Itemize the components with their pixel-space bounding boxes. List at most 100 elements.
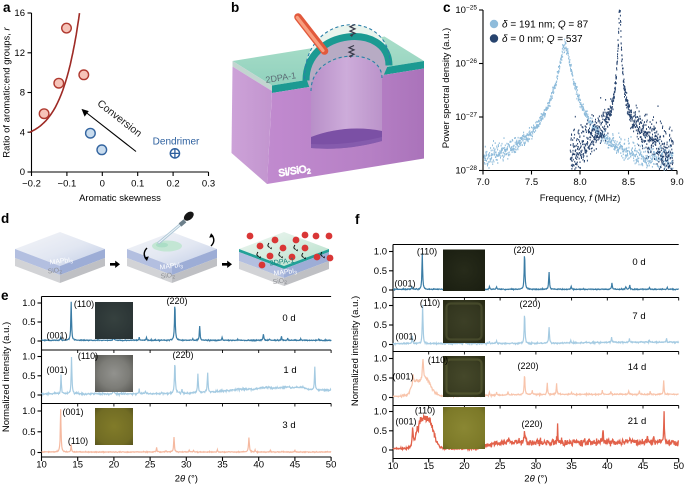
svg-text:0: 0 [30,336,35,347]
svg-text:(110): (110) [420,298,440,308]
svg-text:SiO2: SiO2 [160,272,175,282]
svg-text:0.5: 0.5 [374,426,387,437]
svg-text:1.0: 1.0 [22,352,35,363]
svg-text:(220): (220) [513,245,534,255]
svg-text:30: 30 [181,460,192,471]
svg-text:0.5: 0.5 [22,317,35,328]
svg-text:0.5: 0.5 [22,371,35,382]
svg-text:21 d: 21 d [628,416,647,427]
svg-text:δ = 0 nm; Q = 537: δ = 0 nm; Q = 537 [502,34,583,45]
svg-text:(001): (001) [46,331,67,341]
svg-text:Ratio of aromatic:end groups,: Ratio of aromatic:end groups, r [2,26,13,157]
svg-text:1 d: 1 d [283,365,296,376]
svg-text:0.2: 0.2 [166,179,179,190]
svg-text:1.0: 1.0 [374,247,387,258]
svg-text:(220): (220) [517,361,538,371]
svg-text:1.0: 1.0 [374,407,387,418]
svg-text:1.0: 1.0 [374,301,387,312]
svg-text:2DPA-1: 2DPA-1 [269,256,295,268]
svg-text:(001): (001) [395,332,416,342]
svg-text:10−26: 10−26 [455,58,477,70]
svg-text:35: 35 [566,461,577,472]
svg-text:Normalized intensity (a.u.): Normalized intensity (a.u.) [1,322,12,432]
svg-text:4: 4 [20,127,25,138]
svg-text:0: 0 [30,448,35,459]
svg-text:(110): (110) [428,355,448,365]
svg-text:(110): (110) [415,406,435,416]
svg-text:(220): (220) [521,419,542,429]
svg-text:35: 35 [217,460,228,471]
svg-text:8.0: 8.0 [573,177,586,188]
svg-text:δ = 191 nm; Q = 87: δ = 191 nm; Q = 87 [502,20,589,31]
svg-text:(110): (110) [417,247,437,257]
svg-text:0.1: 0.1 [131,179,144,190]
svg-text:0.5: 0.5 [22,427,35,438]
svg-text:15: 15 [423,461,434,472]
svg-text:SiO2: SiO2 [272,277,287,287]
svg-text:(110): (110) [74,299,94,309]
svg-text:1.0: 1.0 [22,298,35,309]
svg-text:0.5: 0.5 [374,266,387,277]
svg-text:2θ (°): 2θ (°) [175,474,198,485]
svg-text:15: 15 [72,460,83,471]
svg-text:(001): (001) [395,417,416,427]
svg-text:10−28: 10−28 [455,165,477,177]
svg-text:(001): (001) [394,279,415,289]
svg-text:(220): (220) [172,350,193,360]
svg-text:0.5: 0.5 [374,320,387,331]
svg-text:10−27: 10−27 [455,112,477,124]
svg-text:40: 40 [602,461,613,472]
svg-text:0: 0 [382,285,387,296]
svg-text:1.0: 1.0 [374,354,387,365]
svg-text:12: 12 [14,48,25,59]
svg-text:0.3: 0.3 [202,179,215,190]
svg-text:10: 10 [388,461,399,472]
svg-text:(001): (001) [392,372,413,382]
svg-text:SiO2: SiO2 [47,267,62,277]
svg-text:0.5: 0.5 [374,373,387,384]
svg-text:MAPbI3: MAPbI3 [159,262,183,273]
svg-text:MAPbI3: MAPbI3 [273,268,297,279]
svg-text:0: 0 [382,445,387,456]
svg-text:(001): (001) [46,365,67,375]
svg-text:0 d: 0 d [632,257,645,268]
svg-text:Power spectral density (a.u.): Power spectral density (a.u.) [441,28,452,148]
svg-text:Conversion: Conversion [95,98,144,140]
svg-text:30: 30 [531,461,542,472]
svg-text:40: 40 [253,460,264,471]
svg-text:10: 10 [36,460,47,471]
svg-text:50: 50 [326,460,337,471]
svg-text:0: 0 [100,179,105,190]
svg-text:(001): (001) [62,407,83,417]
svg-text:0 d: 0 d [282,313,295,324]
svg-text:3 d: 3 d [282,420,295,431]
svg-text:−0.2: −0.2 [22,179,41,190]
svg-text:(220): (220) [166,296,187,306]
svg-text:(220): (220) [519,299,540,309]
svg-text:20: 20 [109,460,120,471]
svg-text:2DPA-1: 2DPA-1 [265,70,297,85]
svg-text:25: 25 [495,461,506,472]
svg-text:0: 0 [382,340,387,351]
svg-text:0: 0 [30,390,35,401]
svg-text:(110): (110) [78,351,98,361]
svg-text:Normalized intensity (a.u.): Normalized intensity (a.u.) [350,296,361,406]
svg-text:7 d: 7 d [632,311,645,322]
svg-text:45: 45 [638,461,649,472]
svg-text:9.0: 9.0 [670,177,683,188]
svg-text:16: 16 [14,8,25,19]
svg-text:1.0: 1.0 [22,406,35,417]
svg-text:0: 0 [382,393,387,404]
svg-text:2θ (°): 2θ (°) [524,474,547,485]
svg-text:7.5: 7.5 [525,177,538,188]
svg-text:MAPbI3: MAPbI3 [49,257,73,268]
svg-text:Frequency, f (MHz): Frequency, f (MHz) [540,193,621,204]
svg-text:20: 20 [459,461,470,472]
svg-text:7.0: 7.0 [476,177,489,188]
svg-text:Dendrimer: Dendrimer [153,137,200,148]
svg-text:0: 0 [20,167,25,178]
svg-text:8: 8 [20,88,25,99]
svg-text:Aromatic skewness: Aromatic skewness [79,193,161,204]
svg-text:14 d: 14 d [628,362,647,373]
svg-text:10−25: 10−25 [455,5,477,17]
